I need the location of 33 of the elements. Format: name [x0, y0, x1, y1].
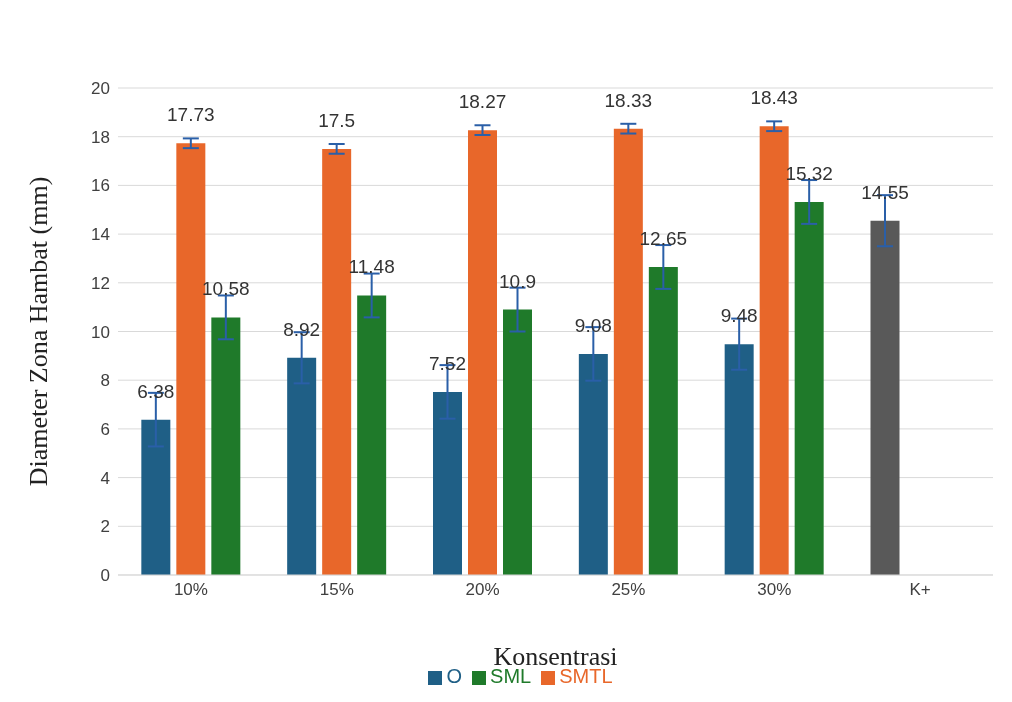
- data-label: 10.9: [499, 270, 536, 292]
- data-label: 18.27: [458, 91, 507, 113]
- y-tick-label: 16: [91, 176, 110, 196]
- data-label: 17.5: [318, 109, 356, 131]
- data-label: 9.48: [720, 305, 758, 327]
- y-tick-label: 20: [91, 79, 110, 99]
- y-tick-label: 14: [91, 225, 110, 245]
- x-tick-label: 30%: [757, 580, 792, 600]
- data-label: 14.55: [861, 181, 909, 203]
- y-tick-label: 8: [100, 371, 110, 391]
- y-axis-title: Diameter Zona Hambat (mm): [24, 176, 54, 487]
- y-tick-label: 2: [100, 517, 110, 537]
- legend-label: SML: [490, 665, 532, 687]
- x-tick-label: 20%: [465, 580, 500, 600]
- data-label: 18.33: [604, 89, 653, 111]
- legend-label: SMTL: [559, 665, 613, 687]
- data-label: 6.38: [137, 380, 175, 402]
- data-label: 18.43: [750, 87, 798, 109]
- y-tick-label: 12: [91, 273, 110, 293]
- y-tick-label: 10: [91, 322, 110, 342]
- x-tick-label: 10%: [173, 580, 208, 600]
- x-tick-label: 25%: [611, 580, 646, 600]
- y-tick-label: 18: [91, 127, 110, 147]
- data-label: 7.52: [429, 352, 466, 374]
- y-tick-label: 4: [100, 468, 110, 488]
- data-label: 9.08: [574, 314, 612, 336]
- x-tick-label: 15%: [319, 580, 354, 600]
- x-tick-label: K+: [909, 580, 931, 600]
- y-tick-label: 0: [100, 566, 110, 586]
- legend-label: O: [446, 665, 463, 687]
- y-tick-label: 6: [100, 419, 110, 439]
- data-label: 8.92: [283, 318, 321, 340]
- data-label: 17.73: [167, 104, 215, 126]
